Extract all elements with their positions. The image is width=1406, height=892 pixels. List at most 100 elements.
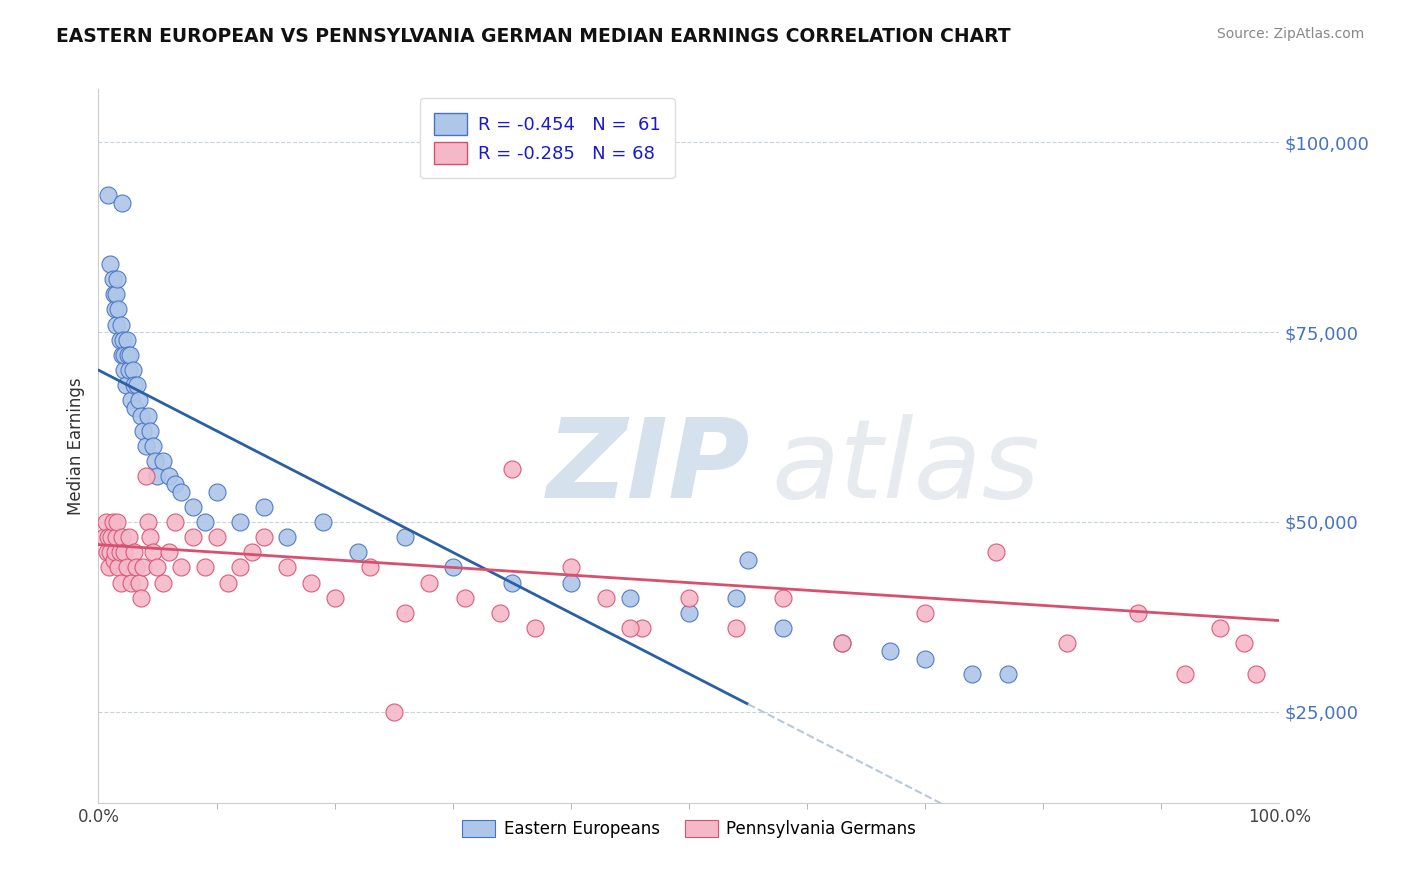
Point [181, 530, 204, 544]
Point [104, 302, 127, 317]
Point [984, 545, 1007, 559]
Point [107, 302, 129, 317]
Point [418, 575, 440, 590]
Point [122, 545, 145, 559]
Point [142, 439, 165, 453]
Point [914, 651, 936, 665]
Point [240, 545, 263, 559]
Point [111, 348, 134, 362]
Point [94, 515, 117, 529]
Point [121, 575, 143, 590]
Point [157, 469, 180, 483]
Point [98, 545, 121, 559]
Point [105, 287, 128, 301]
Point [98, 257, 121, 271]
Point [105, 272, 128, 286]
Point [112, 363, 135, 377]
Point [501, 462, 523, 476]
Point [107, 560, 129, 574]
Point [276, 530, 298, 544]
Text: ZIP: ZIP [547, 414, 751, 521]
Point [117, 348, 139, 362]
Point [181, 500, 204, 514]
Point [110, 318, 132, 332]
Point [146, 469, 169, 483]
Point [101, 515, 124, 529]
Point [136, 409, 159, 423]
Legend: Eastern Europeans, Pennsylvania Germans: Eastern Europeans, Pennsylvania Germans [456, 813, 922, 845]
Point [112, 545, 135, 559]
Point [132, 560, 155, 574]
Point [100, 530, 122, 544]
Point [120, 348, 142, 362]
Point [879, 644, 901, 658]
Point [205, 530, 228, 544]
Point [619, 591, 641, 605]
Point [560, 560, 582, 574]
Point [97, 530, 120, 544]
Point [501, 575, 523, 590]
Point [115, 333, 138, 347]
Point [101, 272, 124, 286]
Point [146, 560, 169, 574]
Point [678, 591, 700, 605]
Point [394, 530, 416, 544]
Point [560, 575, 582, 590]
Point [165, 515, 187, 529]
Y-axis label: Median Earnings: Median Earnings [66, 377, 84, 515]
Point [110, 575, 132, 590]
Point [165, 477, 187, 491]
Point [678, 606, 700, 620]
Point [105, 530, 128, 544]
Point [453, 591, 475, 605]
Point [524, 621, 547, 635]
Point [98, 560, 121, 574]
Point [118, 530, 141, 544]
Point [725, 591, 748, 605]
Point [229, 560, 252, 574]
Point [194, 515, 217, 529]
Point [103, 287, 125, 301]
Point [124, 401, 146, 415]
Point [136, 515, 159, 529]
Point [135, 469, 157, 483]
Text: atlas: atlas [772, 414, 1040, 521]
Point [122, 378, 145, 392]
Point [831, 636, 853, 650]
Point [103, 553, 125, 567]
Point [394, 606, 416, 620]
Point [142, 545, 165, 559]
Point [253, 530, 276, 544]
Point [1126, 606, 1149, 620]
Point [105, 318, 128, 332]
Point [121, 393, 143, 408]
Point [152, 454, 174, 468]
Point [229, 515, 252, 529]
Point [97, 188, 120, 202]
Point [299, 575, 322, 590]
Point [347, 545, 370, 559]
Point [323, 591, 346, 605]
Point [276, 560, 298, 574]
Point [630, 621, 652, 635]
Text: Source: ZipAtlas.com: Source: ZipAtlas.com [1216, 27, 1364, 41]
Point [157, 545, 180, 559]
Point [997, 666, 1019, 681]
Point [111, 196, 134, 211]
Point [129, 409, 152, 423]
Point [382, 705, 405, 719]
Point [114, 378, 136, 392]
Point [135, 439, 157, 453]
Point [111, 530, 134, 544]
Point [1209, 621, 1232, 635]
Point [170, 560, 193, 574]
Point [118, 363, 141, 377]
Point [205, 484, 228, 499]
Text: EASTERN EUROPEAN VS PENNSYLVANIA GERMAN MEDIAN EARNINGS CORRELATION CHART: EASTERN EUROPEAN VS PENNSYLVANIA GERMAN … [56, 27, 1011, 45]
Point [121, 363, 143, 377]
Point [132, 424, 155, 438]
Point [108, 545, 131, 559]
Point [1174, 666, 1197, 681]
Point [139, 530, 162, 544]
Point [129, 591, 152, 605]
